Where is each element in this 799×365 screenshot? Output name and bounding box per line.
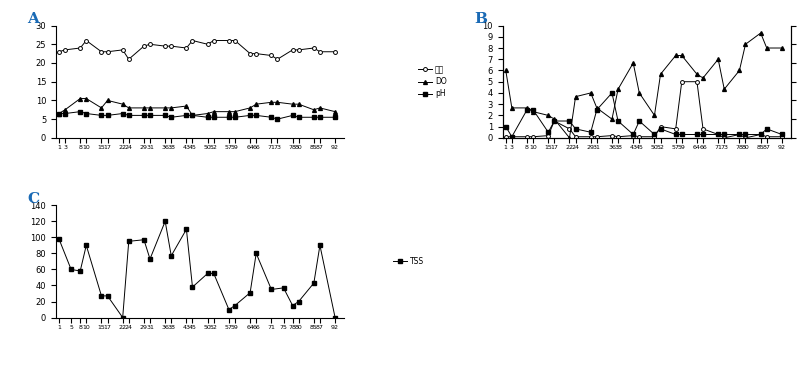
Legend: TSS: TSS — [390, 254, 427, 269]
Text: C: C — [27, 192, 39, 206]
Text: A: A — [27, 12, 39, 26]
Text: B: B — [474, 12, 487, 26]
Legend: 水온, DO, pH: 水온, DO, pH — [415, 62, 450, 101]
